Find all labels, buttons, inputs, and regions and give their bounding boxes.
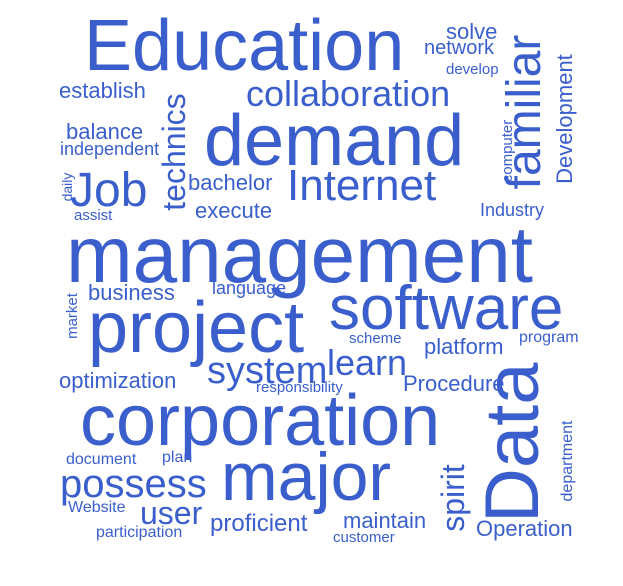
word-technics: technics [156, 93, 192, 211]
word-execute: execute [195, 198, 273, 223]
word-user: user [140, 495, 203, 531]
word-procedure: Procedure [403, 371, 505, 396]
word-participation: participation [96, 524, 183, 541]
word-website: Website [68, 499, 126, 516]
word-possess: possess [60, 462, 207, 506]
word-scheme: scheme [349, 330, 402, 347]
word-independent: independent [60, 139, 160, 159]
word-project: project [88, 288, 305, 368]
word-network: network [424, 37, 495, 59]
word-collaboration: collaboration [246, 73, 451, 114]
word-solve: solve [446, 19, 498, 44]
word-balance: balance [66, 119, 144, 144]
word-data: Data [470, 362, 555, 523]
word-responsibility: responsibility [256, 379, 343, 396]
word-plan: plan [162, 449, 193, 466]
word-major: major [221, 439, 392, 515]
word-spirit: spirit [435, 464, 471, 532]
word-demand: demand [204, 101, 465, 181]
word-develop: develop [446, 61, 499, 78]
word-job: Job [70, 164, 148, 217]
word-software: software [329, 274, 564, 343]
word-management: management [66, 210, 533, 299]
word-business: business [88, 280, 175, 305]
word-establish: establish [59, 78, 146, 103]
word-department: department [559, 420, 576, 502]
word-document: document [66, 451, 137, 468]
word-system: system [207, 350, 328, 392]
word-bachelor: bachelor [188, 170, 273, 195]
word-corporation: corporation [80, 381, 441, 461]
word-language: language [212, 278, 287, 298]
word-education: Education [84, 6, 405, 86]
word-assist: assist [74, 207, 113, 224]
word-learn: learn [327, 342, 408, 383]
word-customer: customer [333, 529, 395, 546]
word-program: program [519, 329, 579, 346]
word-platform: platform [424, 334, 504, 359]
word-industry: Industry [480, 200, 545, 220]
word-internet: Internet [287, 161, 437, 210]
word-development: Development [552, 54, 577, 184]
word-market: market [64, 293, 81, 339]
word-optimization: optimization [59, 368, 177, 393]
word-maintain: maintain [343, 508, 427, 533]
word-computer: computer [499, 119, 516, 183]
word-proficient: proficient [210, 510, 308, 537]
word-operation: Operation [476, 516, 573, 541]
